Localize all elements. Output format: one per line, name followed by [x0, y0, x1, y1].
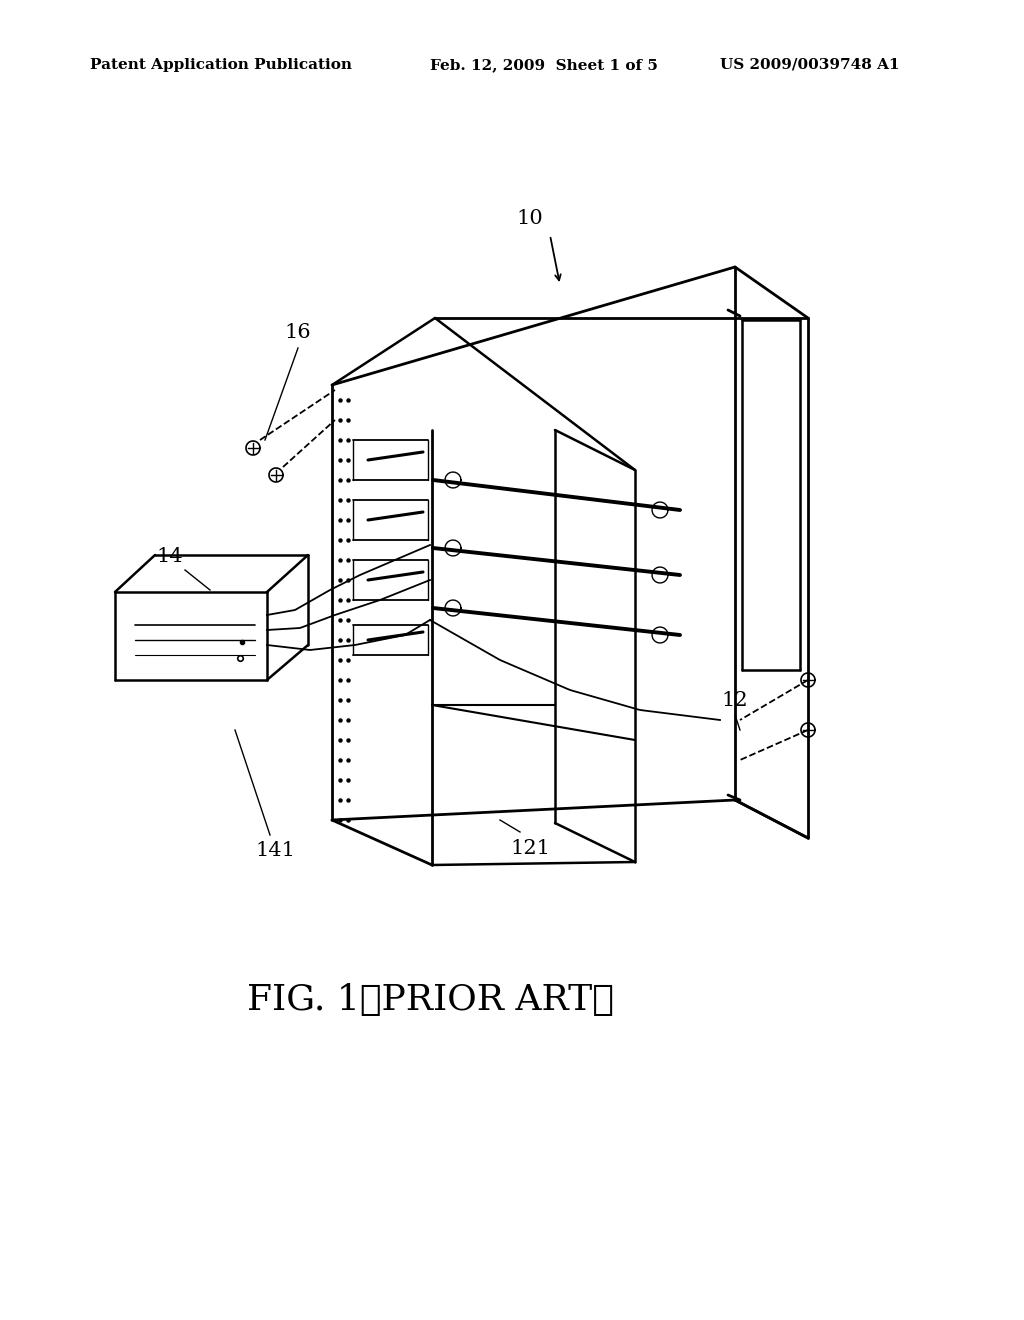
Text: FIG. 1（PRIOR ART）: FIG. 1（PRIOR ART）	[247, 983, 613, 1016]
Text: 16: 16	[285, 322, 311, 342]
Text: Patent Application Publication: Patent Application Publication	[90, 58, 352, 73]
Text: 14: 14	[157, 548, 183, 566]
Text: 121: 121	[510, 838, 550, 858]
Text: 141: 141	[255, 841, 295, 859]
Text: Feb. 12, 2009  Sheet 1 of 5: Feb. 12, 2009 Sheet 1 of 5	[430, 58, 657, 73]
Text: US 2009/0039748 A1: US 2009/0039748 A1	[720, 58, 900, 73]
Text: 10: 10	[517, 209, 544, 227]
Text: 12: 12	[722, 690, 749, 710]
